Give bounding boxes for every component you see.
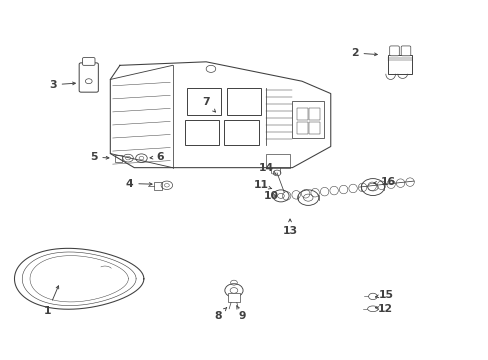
Text: 15: 15 [375, 290, 392, 300]
Text: 5: 5 [90, 152, 109, 162]
Bar [292, 101, 323, 138]
Text: 14: 14 [258, 163, 276, 175]
Bar [184, 120, 219, 145]
Ellipse shape [358, 183, 366, 192]
Ellipse shape [329, 186, 338, 195]
FancyBboxPatch shape [389, 46, 399, 56]
Ellipse shape [405, 178, 413, 186]
Ellipse shape [348, 184, 357, 193]
Bar [227, 293, 240, 302]
Ellipse shape [310, 188, 319, 197]
Bar [224, 120, 258, 145]
Ellipse shape [395, 179, 404, 188]
Text: 10: 10 [263, 191, 278, 201]
Bar [154, 183, 162, 189]
Text: 12: 12 [375, 304, 393, 314]
Bar [186, 88, 221, 115]
Text: 13: 13 [282, 219, 297, 236]
Bar [308, 108, 319, 120]
Bar [114, 155, 122, 162]
Ellipse shape [367, 182, 376, 190]
Text: 11: 11 [253, 180, 271, 190]
Bar [265, 153, 289, 168]
Text: 8: 8 [214, 307, 226, 321]
Text: 7: 7 [202, 98, 215, 112]
Text: 9: 9 [236, 306, 245, 321]
Text: 2: 2 [350, 48, 377, 58]
Text: 4: 4 [125, 179, 152, 189]
Ellipse shape [320, 187, 328, 196]
Text: 16: 16 [373, 177, 395, 187]
FancyBboxPatch shape [79, 63, 98, 92]
FancyBboxPatch shape [400, 46, 410, 56]
Text: 6: 6 [150, 152, 164, 162]
Text: 3: 3 [49, 80, 75, 90]
Ellipse shape [386, 180, 394, 189]
Ellipse shape [339, 185, 347, 194]
Ellipse shape [377, 181, 385, 190]
Bar [387, 55, 411, 74]
Ellipse shape [301, 189, 309, 198]
FancyBboxPatch shape [82, 58, 95, 65]
Text: 1: 1 [44, 286, 59, 315]
Ellipse shape [282, 192, 290, 200]
Bar [308, 122, 319, 134]
Bar [226, 88, 261, 115]
Ellipse shape [291, 190, 300, 199]
Bar [297, 122, 307, 134]
Bar [297, 108, 307, 120]
